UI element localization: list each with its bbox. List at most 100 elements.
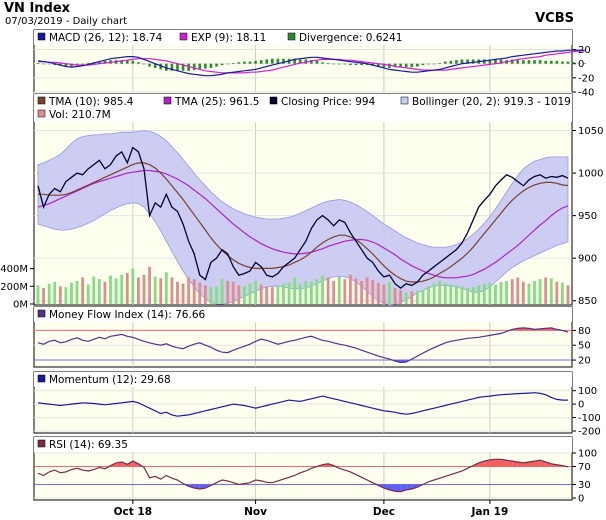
price-legend-bg [34, 94, 572, 122]
volume-bar [561, 282, 564, 304]
divergence-bar [64, 63, 68, 67]
divergence-bar [103, 60, 107, 64]
volume-bar [332, 280, 336, 304]
divergence-bar [153, 63, 157, 68]
volume-bar [220, 279, 224, 304]
legend-label: EXP (9): 18.11 [191, 32, 266, 44]
volume-bar [81, 277, 85, 304]
legend-swatch [287, 32, 296, 41]
volume-bar [309, 281, 313, 304]
divergence-bar [432, 63, 436, 65]
divergence-bar [271, 58, 274, 64]
x-tick-label: Jan 19 [471, 506, 509, 518]
volume-bar [410, 291, 414, 304]
divergence-bar [298, 59, 302, 64]
legend-label: Bollinger (20, 2): 919.3 - 1019 [412, 96, 571, 108]
volume-bar [343, 279, 347, 304]
volume-bar [388, 281, 391, 304]
divergence-bar [360, 63, 363, 66]
volume-bar [131, 268, 135, 304]
volume-bar [393, 288, 397, 304]
volume-bar [527, 283, 531, 304]
divergence-bar [326, 62, 330, 64]
volume-bar [215, 286, 218, 304]
divergence-bar [86, 62, 90, 64]
rsi-panel-overbought-fill [545, 462, 552, 467]
volume-bar [170, 277, 174, 304]
volume-bar [203, 285, 207, 304]
chart-subtitle: 07/03/2019 - Daily chart [5, 16, 127, 27]
divergence-bar [365, 63, 369, 66]
rsi-panel-legend-bg [34, 437, 572, 452]
volume-bar [471, 287, 475, 304]
divergence-bar [399, 63, 402, 68]
legend-label: Money Flow Index (14): 76.66 [49, 309, 206, 321]
divergence-bar [304, 59, 308, 64]
divergence-bar [120, 60, 123, 64]
volume-bar [449, 284, 453, 304]
volume-bar [399, 289, 403, 304]
volume-bar [103, 281, 107, 304]
volume-bar [86, 284, 90, 304]
y-tick-label: -100 [578, 413, 601, 424]
volume-bar [42, 288, 45, 304]
divergence-bar [527, 60, 531, 64]
volume-bar [427, 286, 430, 304]
rsi-panel-overbought-fill [484, 459, 490, 467]
volume-bar [404, 292, 408, 304]
rsi-panel-overbought-fill [489, 459, 496, 467]
legend-swatch [37, 439, 46, 448]
volume-bar [125, 273, 129, 304]
y-tick-label: -200 [578, 427, 601, 438]
y-tick-label: 850 [578, 296, 597, 307]
divergence-bar [522, 60, 525, 64]
volume-bar [276, 285, 280, 304]
rsi-panel-overbought-fill [495, 459, 502, 467]
y-tick-label: 100 [578, 449, 597, 460]
y-tick-label: 950 [578, 211, 597, 222]
volume-bar [521, 281, 525, 304]
y-tick-label: 1050 [578, 126, 603, 137]
volume-bar [287, 282, 291, 304]
divergence-bar [393, 63, 397, 68]
volume-bar [293, 277, 297, 304]
divergence-bar [215, 63, 218, 67]
legend-label: Closing Price: 994 [281, 96, 376, 108]
legend-label: MACD (26, 12): 18.74 [49, 32, 163, 44]
volume-bar [488, 282, 492, 304]
volume-bar [282, 283, 285, 304]
divergence-bar [243, 61, 246, 64]
y-tick-label: 0 [578, 400, 584, 411]
divergence-bar [410, 63, 414, 68]
legend-swatch [37, 309, 46, 318]
volume-bar [36, 285, 40, 304]
divergence-bar [259, 60, 263, 64]
divergence-bar [377, 63, 380, 67]
divergence-bar [81, 63, 84, 65]
mfi-panel-legend-bg [34, 307, 572, 322]
divergence-bar [416, 63, 419, 67]
legend-swatch [37, 374, 46, 383]
divergence-bar [494, 59, 497, 64]
legend-swatch [163, 96, 172, 105]
divergence-bar [187, 63, 190, 71]
closing-price-line [37, 146, 569, 289]
divergence-bar [142, 63, 146, 65]
volume-bar [181, 283, 185, 304]
divergence-bar [192, 63, 196, 71]
volume-bar [120, 274, 124, 304]
divergence-bar [42, 63, 45, 65]
volume-bar [148, 266, 151, 304]
volume-bar [142, 274, 146, 304]
legend-swatch [400, 96, 409, 105]
volume-bar [460, 286, 464, 304]
divergence-bar [226, 63, 229, 65]
divergence-bar [131, 60, 135, 64]
divergence-bar [549, 60, 553, 64]
divergence-bar [382, 63, 386, 68]
divergence-bar [337, 63, 341, 65]
divergence-bar [181, 63, 185, 71]
volume-bar [97, 279, 101, 304]
